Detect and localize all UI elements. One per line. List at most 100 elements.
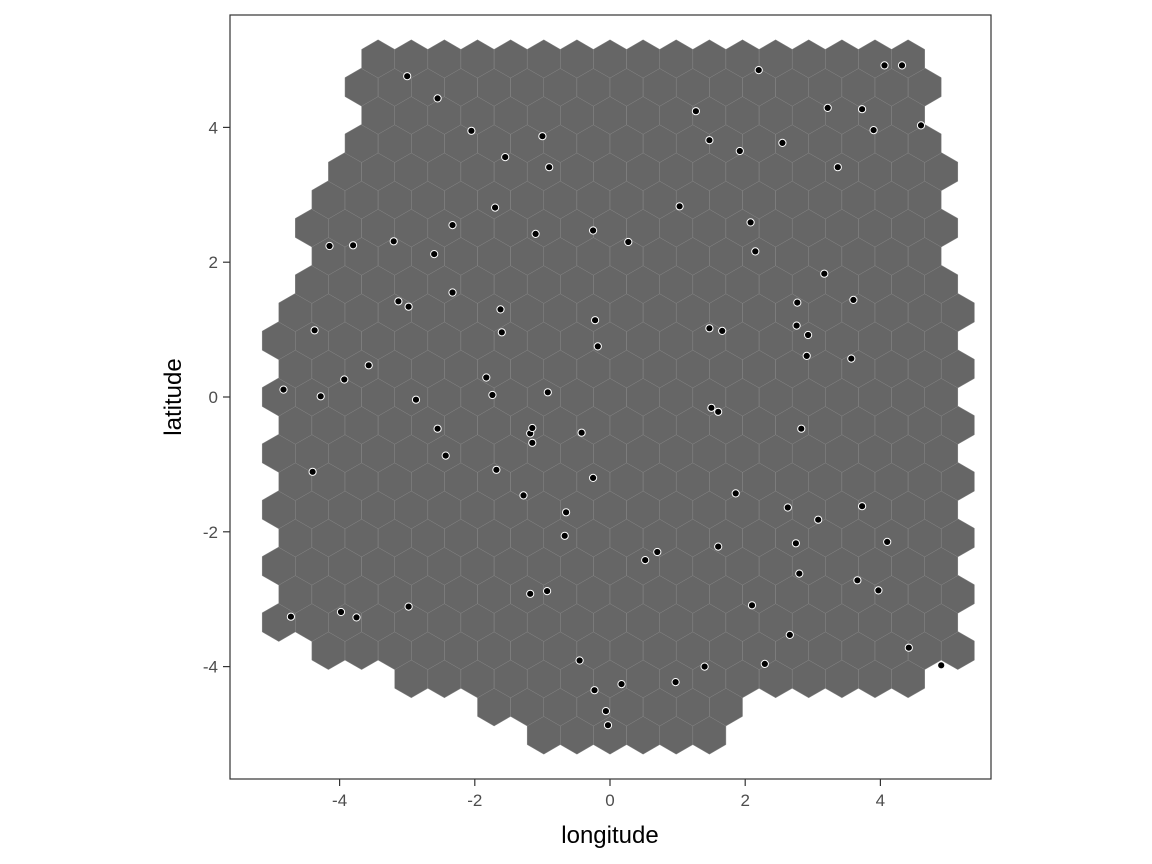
data-point: [519, 491, 528, 500]
data-point: [491, 203, 500, 212]
data-point: [791, 539, 801, 548]
data-point: [853, 576, 862, 585]
data-point: [785, 630, 794, 640]
data-point: [814, 515, 823, 524]
data-point: [760, 659, 769, 669]
data-point: [364, 361, 373, 370]
data-point: [617, 680, 626, 689]
data-point: [528, 423, 537, 433]
data-point: [562, 508, 571, 517]
x-axis-ticks: -4 -2 0 2 4: [332, 779, 885, 810]
data-point: [802, 351, 811, 360]
data-point: [441, 451, 450, 460]
data-point: [735, 146, 744, 156]
hex-grid: [261, 39, 975, 755]
data-point: [590, 686, 599, 695]
data-point: [707, 403, 716, 412]
y-tick-label: 4: [209, 118, 218, 137]
data-point: [538, 132, 547, 141]
x-tick-label: -4: [332, 791, 347, 810]
data-point: [467, 126, 476, 135]
data-point: [691, 107, 701, 116]
data-point: [700, 662, 709, 671]
data-point: [804, 330, 813, 340]
data-point: [325, 241, 334, 251]
data-point: [496, 305, 505, 314]
data-point: [880, 61, 889, 70]
data-point: [714, 407, 723, 416]
data-point: [591, 316, 600, 325]
data-point: [543, 388, 552, 397]
data-point: [336, 607, 346, 617]
x-tick-label: -2: [467, 791, 482, 810]
data-point: [797, 424, 806, 433]
data-point: [389, 237, 398, 246]
data-point: [488, 390, 497, 400]
data-point: [560, 531, 569, 540]
data-point: [883, 537, 892, 547]
y-axis-title: latitude: [160, 358, 187, 435]
data-point: [916, 121, 926, 130]
data-point: [482, 373, 491, 382]
data-point: [575, 656, 584, 665]
data-point: [603, 721, 613, 730]
x-tick-label: 2: [740, 791, 749, 810]
y-tick-label: 0: [209, 388, 218, 407]
data-point: [310, 326, 319, 335]
data-point: [601, 707, 611, 716]
data-point: [403, 72, 412, 81]
data-point: [731, 489, 740, 498]
data-point: [751, 247, 760, 256]
data-point: [589, 226, 598, 235]
data-point: [675, 202, 684, 211]
data-point: [904, 643, 913, 652]
data-point: [404, 302, 413, 311]
data-point: [718, 326, 727, 335]
data-point: [849, 295, 858, 304]
data-point: [754, 66, 763, 75]
x-tick-label: 0: [605, 791, 614, 810]
data-point: [847, 354, 856, 363]
data-point: [531, 229, 540, 238]
data-point: [543, 587, 552, 596]
data-point: [526, 589, 535, 598]
data-point: [430, 250, 439, 259]
data-point: [624, 237, 633, 247]
x-axis-title: longitude: [561, 822, 658, 849]
data-point: [793, 298, 802, 307]
data-point: [316, 392, 325, 401]
data-point: [858, 502, 867, 511]
data-point: [492, 465, 501, 474]
data-point: [833, 163, 842, 172]
data-point: [705, 324, 714, 333]
data-point: [869, 126, 878, 135]
data-point: [747, 601, 757, 610]
data-point: [589, 473, 598, 482]
data-point: [792, 321, 801, 330]
data-point: [937, 661, 946, 670]
data-point: [641, 556, 650, 565]
data-point: [279, 385, 288, 394]
data-point: [349, 241, 358, 250]
data-point: [411, 395, 421, 404]
data-point: [653, 547, 662, 557]
x-tick-label: 4: [876, 791, 885, 810]
data-point: [778, 138, 787, 147]
y-tick-label: 2: [209, 253, 218, 272]
data-point: [577, 428, 586, 437]
data-point: [858, 105, 867, 114]
data-point: [671, 678, 680, 687]
data-point: [394, 297, 403, 306]
point-layer: [279, 61, 946, 730]
data-point: [340, 375, 349, 384]
data-point: [820, 269, 829, 278]
data-point: [352, 613, 361, 622]
data-point: [433, 94, 442, 103]
data-point: [448, 288, 457, 297]
data-point: [874, 586, 883, 595]
data-point: [783, 503, 792, 512]
data-point: [404, 602, 413, 611]
data-point: [897, 61, 907, 70]
y-axis-ticks: -4 -2 0 2 4: [203, 118, 230, 677]
